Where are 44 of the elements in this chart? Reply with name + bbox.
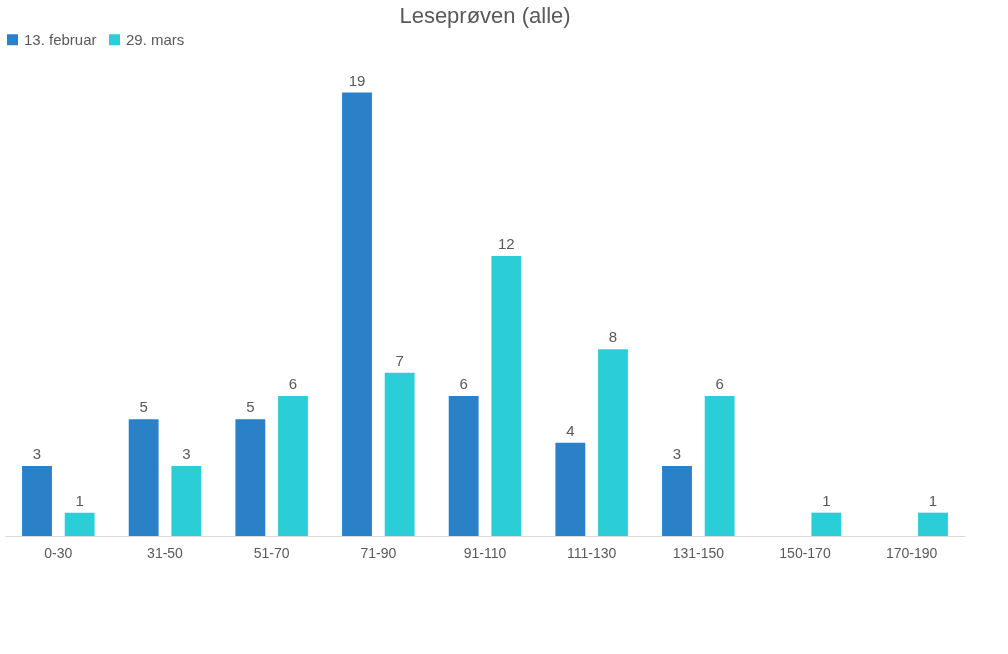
bar [342, 92, 372, 536]
x-tick-label: 111-130 [567, 544, 617, 561]
data-label: 6 [715, 374, 724, 392]
x-tick-label: 51-70 [253, 544, 290, 561]
data-label: 6 [288, 374, 298, 392]
bar [278, 395, 308, 536]
bar [22, 465, 52, 536]
bar [918, 512, 948, 536]
bar [811, 512, 842, 536]
x-tick-label: 131-150 [672, 544, 725, 561]
data-label: 6 [459, 374, 468, 392]
chart-title: Leseprøven (alle) [399, 3, 571, 28]
x-tick-label: 150-170 [779, 544, 831, 561]
data-label: 5 [246, 398, 255, 416]
legend-label: 29. mars [126, 30, 185, 48]
bar [171, 465, 202, 536]
data-label: 1 [928, 491, 938, 509]
bar [64, 512, 95, 536]
data-label: 3 [182, 444, 191, 462]
data-label: 3 [672, 444, 682, 462]
bar [384, 372, 415, 536]
bar [598, 349, 628, 536]
data-label: 1 [75, 491, 84, 509]
x-tick-label: 170-190 [885, 544, 938, 561]
bar [704, 395, 735, 536]
bar [662, 465, 692, 536]
data-label: 1 [822, 491, 831, 509]
x-tick-label: 31-50 [147, 544, 184, 561]
data-label: 3 [32, 444, 42, 462]
data-label: 12 [497, 234, 515, 252]
data-label: 7 [395, 351, 404, 369]
x-tick-label: 91-110 [463, 544, 507, 561]
bar [448, 395, 479, 536]
data-label: 19 [348, 71, 366, 89]
data-label: 8 [608, 328, 618, 346]
bar [235, 419, 266, 536]
x-tick-label: 71-90 [360, 544, 397, 561]
data-label: 5 [139, 398, 148, 416]
x-tick-label: 0-30 [44, 544, 73, 561]
bar [128, 419, 159, 536]
legend-label: 13. februar [24, 30, 97, 48]
bar [555, 442, 586, 536]
bar [491, 255, 522, 536]
data-label: 4 [566, 421, 575, 439]
